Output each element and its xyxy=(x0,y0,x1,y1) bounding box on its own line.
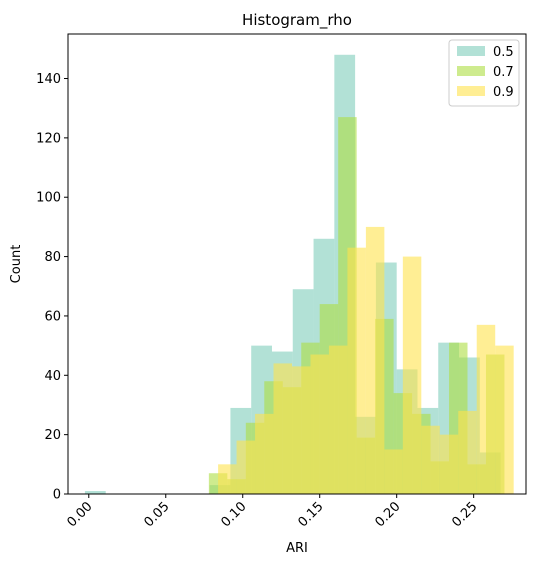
y-tick-label: 20 xyxy=(44,428,61,443)
legend-label-0.7: 0.7 xyxy=(493,65,514,80)
y-tick-label: 60 xyxy=(44,309,61,324)
y-tick-label: 100 xyxy=(36,191,61,206)
bar-series-0.9-bin-0 xyxy=(218,464,237,494)
bar-series-0.9-bin-3 xyxy=(273,363,292,494)
bar-series-0.9-bin-4 xyxy=(291,366,311,494)
histogram-bars xyxy=(84,54,514,494)
y-tick-label: 120 xyxy=(36,131,61,146)
bar-series-0.9-bin-11 xyxy=(421,425,440,494)
bar-series-0.9-bin-7 xyxy=(347,247,366,494)
bar-series-0.9-bin-15 xyxy=(495,345,514,494)
series-0.9 xyxy=(218,226,514,494)
bar-series-0.9-bin-12 xyxy=(439,434,459,494)
bar-series-0.9-bin-13 xyxy=(458,410,477,494)
bar-series-0.9-bin-6 xyxy=(328,345,348,494)
y-tick-label: 140 xyxy=(36,72,61,87)
legend-swatch-0.9 xyxy=(457,86,485,96)
y-tick-label: 40 xyxy=(44,369,61,384)
y-axis-label: Count xyxy=(9,245,24,284)
bar-series-0.9-bin-1 xyxy=(236,440,256,494)
chart-title: Histogram_rho xyxy=(242,11,352,30)
bar-series-0.9-bin-10 xyxy=(402,256,422,494)
bar-series-0.9-bin-5 xyxy=(310,354,329,494)
legend: 0.5 0.7 0.9 xyxy=(448,39,520,107)
bar-series-0.9-bin-8 xyxy=(365,226,385,494)
x-axis-label: ARI xyxy=(286,541,308,556)
bar-series-0.5-bin-0 xyxy=(84,491,106,494)
bar-series-0.9-bin-14 xyxy=(476,324,496,494)
legend-swatch-0.7 xyxy=(457,66,485,76)
bar-series-0.9-bin-2 xyxy=(255,413,274,494)
bar-series-0.9-bin-9 xyxy=(384,449,403,494)
plot-frame xyxy=(67,33,527,495)
legend-label-0.9: 0.9 xyxy=(493,85,514,100)
legend-label-0.5: 0.5 xyxy=(493,45,514,60)
y-tick-label: 0 xyxy=(53,488,61,503)
y-tick-label: 80 xyxy=(44,250,61,265)
legend-swatch-0.5 xyxy=(457,46,485,56)
